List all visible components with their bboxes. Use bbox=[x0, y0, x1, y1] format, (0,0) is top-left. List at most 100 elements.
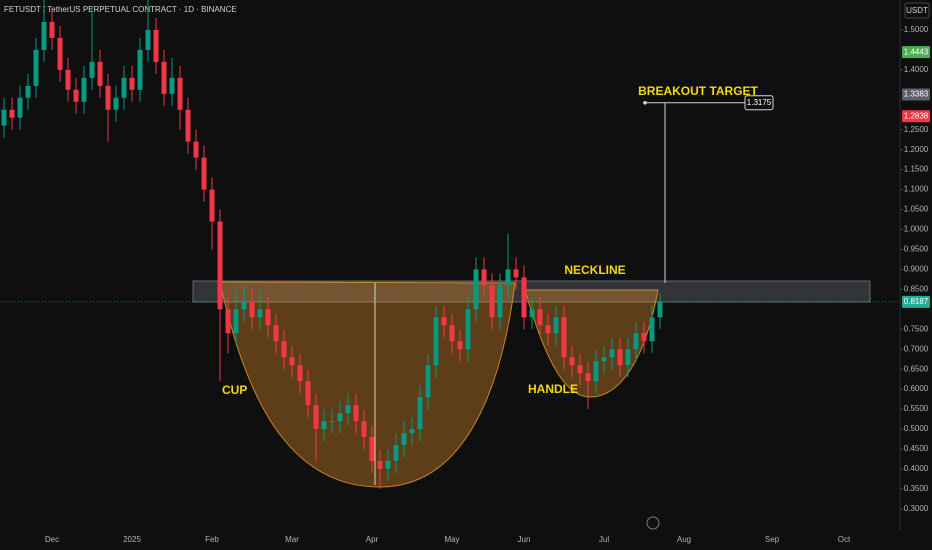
candle-body bbox=[257, 309, 263, 318]
candle-body bbox=[617, 349, 623, 366]
candle-body bbox=[289, 357, 295, 366]
candle-body bbox=[233, 309, 239, 334]
drawings bbox=[192, 280, 871, 488]
alert-icon[interactable] bbox=[646, 516, 660, 530]
candle-body bbox=[505, 269, 511, 286]
candle-body bbox=[113, 97, 119, 110]
price-badge-label: 1.2838 bbox=[904, 111, 929, 120]
y-tick-label: 1.0500 bbox=[904, 205, 929, 214]
candle-body bbox=[625, 349, 631, 366]
chart-title: FETUSDT / TetherUS PERPETUAL CONTRACT · … bbox=[4, 5, 237, 14]
x-tick-label: Sep bbox=[765, 535, 780, 544]
candle-body bbox=[329, 421, 335, 423]
price-badge-label: 1.3383 bbox=[904, 90, 929, 99]
candle-body bbox=[473, 269, 479, 310]
candle-body bbox=[65, 69, 71, 90]
candle-body bbox=[457, 341, 463, 350]
candle-body bbox=[417, 397, 423, 430]
candle-body bbox=[409, 429, 415, 434]
candle-body bbox=[161, 61, 167, 94]
candle-body bbox=[153, 29, 159, 62]
y-tick-label: 1.2000 bbox=[904, 145, 929, 154]
x-tick-label: Aug bbox=[677, 535, 691, 544]
y-tick-label: 0.5500 bbox=[904, 404, 929, 413]
currency-label: USDT bbox=[906, 6, 928, 15]
candle-body bbox=[489, 285, 495, 318]
candle-body bbox=[57, 37, 63, 70]
candle-body bbox=[345, 405, 351, 414]
candle-body bbox=[593, 361, 599, 382]
target-box bbox=[744, 95, 774, 111]
candle-body bbox=[129, 77, 135, 90]
candle-body bbox=[225, 309, 231, 334]
candle-body bbox=[201, 157, 207, 190]
candle-body bbox=[361, 421, 367, 438]
candle-body bbox=[545, 325, 551, 334]
candle-body bbox=[17, 97, 23, 118]
candle-body bbox=[337, 413, 343, 422]
candle-body bbox=[209, 189, 215, 222]
x-tick-label: Feb bbox=[205, 535, 219, 544]
y-tick-label: 1.0000 bbox=[904, 225, 929, 234]
price-badge-label: 1.4443 bbox=[904, 47, 929, 56]
candle-body bbox=[641, 333, 647, 342]
candle-body bbox=[657, 301, 663, 318]
candle-body bbox=[185, 109, 191, 142]
currency-box bbox=[904, 2, 930, 19]
candle-body bbox=[97, 61, 103, 86]
candle-body bbox=[433, 317, 439, 366]
y-tick-label: 1.5000 bbox=[904, 25, 929, 34]
candle-body bbox=[33, 49, 39, 86]
target-label: 1.3175 bbox=[747, 98, 772, 107]
candle-body bbox=[49, 21, 55, 38]
y-tick-label: 1.1000 bbox=[904, 185, 929, 194]
candle-body bbox=[537, 309, 543, 326]
y-tick-label: 0.3500 bbox=[904, 484, 929, 493]
candle-body bbox=[273, 325, 279, 342]
price-badge bbox=[902, 88, 930, 101]
candle-body bbox=[393, 444, 399, 461]
target-point bbox=[643, 100, 647, 105]
y-tick-label: 0.3000 bbox=[904, 504, 929, 513]
x-tick-label: Oct bbox=[838, 535, 851, 544]
candle-body bbox=[25, 85, 31, 98]
candle-body bbox=[577, 365, 583, 374]
candle-body bbox=[249, 301, 255, 318]
annotation: NECKLINE bbox=[564, 263, 625, 277]
candle-body bbox=[81, 77, 87, 102]
candle-body bbox=[441, 317, 447, 326]
candle-body bbox=[529, 309, 535, 318]
candle-body bbox=[401, 433, 407, 445]
y-tick-label: 1.1500 bbox=[904, 165, 929, 174]
candle-body bbox=[241, 301, 247, 310]
candle-body bbox=[137, 49, 143, 90]
price-badge bbox=[902, 110, 930, 123]
y-tick-label: 0.9500 bbox=[904, 245, 929, 254]
candle-body bbox=[9, 109, 15, 118]
x-tick-label: Apr bbox=[366, 535, 379, 544]
annotation: HANDLE bbox=[528, 382, 578, 396]
candle-body bbox=[121, 77, 127, 98]
candle-body bbox=[649, 317, 655, 342]
candle-body bbox=[465, 309, 471, 350]
y-tick-label: 0.4000 bbox=[904, 464, 929, 473]
candle-body bbox=[633, 333, 639, 350]
y-tick-label: 0.7000 bbox=[904, 344, 929, 353]
candle-body bbox=[561, 317, 567, 358]
candle-body bbox=[265, 309, 271, 326]
candle-body bbox=[305, 381, 311, 406]
y-tick-label: 0.6500 bbox=[904, 364, 929, 373]
x-tick-label: Mar bbox=[285, 535, 299, 544]
price-badge bbox=[902, 46, 930, 59]
candle-body bbox=[297, 365, 303, 382]
candle-body bbox=[73, 89, 79, 102]
candle-body bbox=[377, 460, 383, 469]
candle-body bbox=[353, 405, 359, 422]
annotation: BREAKOUT TARGET bbox=[638, 84, 758, 98]
price-badge-label: 0.8187 bbox=[904, 297, 929, 306]
candle-body bbox=[521, 277, 527, 318]
candle-body bbox=[1, 109, 7, 126]
